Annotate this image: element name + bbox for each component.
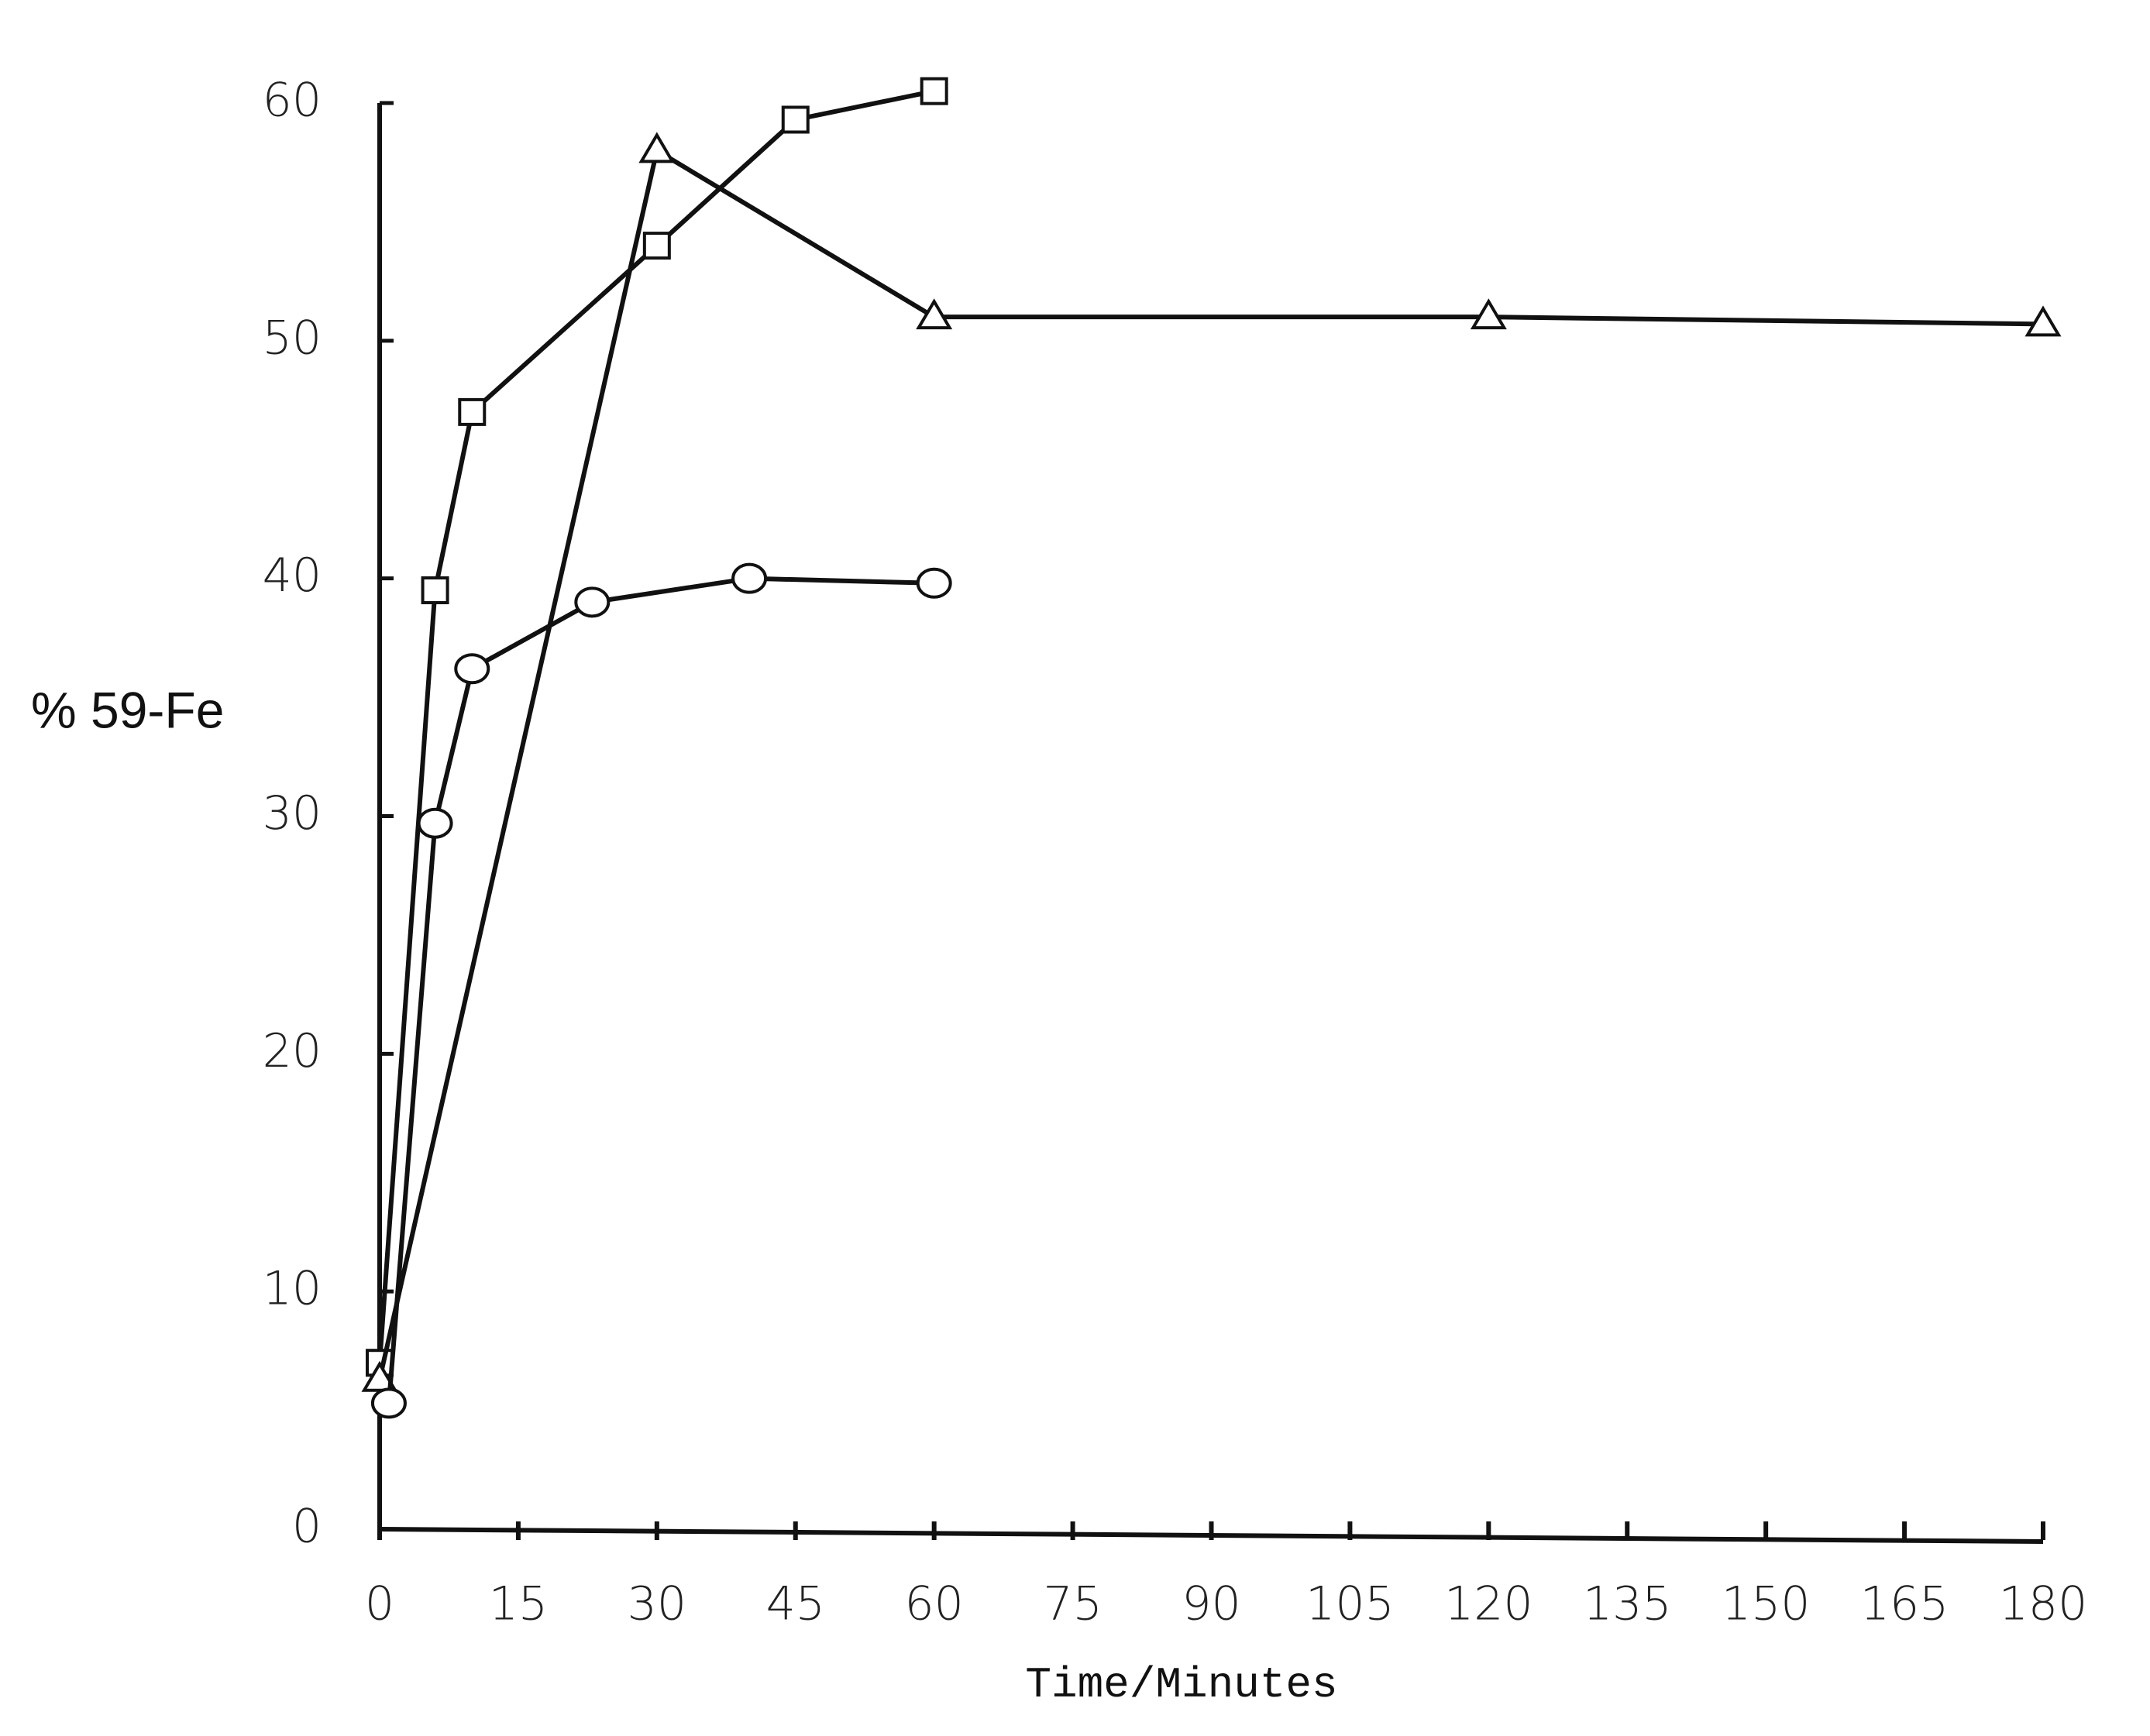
y-tick-label: 30 [263, 786, 322, 840]
triangle-marker [916, 298, 953, 330]
x-tick-label: 150 [1722, 1577, 1811, 1631]
x-tick-label: 135 [1583, 1577, 1672, 1631]
triangle-marker [1470, 298, 1507, 330]
square-marker [458, 397, 487, 426]
x-tick-label: 165 [1860, 1577, 1949, 1631]
y-tick-label: 20 [263, 1024, 322, 1078]
square-marker [421, 576, 449, 605]
circle-marker [916, 567, 952, 599]
x-tick-label: 90 [1182, 1577, 1240, 1631]
triangle-marker [2024, 305, 2062, 337]
x-tick-label: 75 [1043, 1577, 1102, 1631]
square-marker [781, 105, 810, 134]
y-axis-label: % 59-Fe [31, 681, 224, 738]
y-tick-label: 0 [292, 1500, 322, 1554]
circle-marker [731, 562, 768, 594]
circle-marker [574, 586, 611, 618]
circle-marker [370, 1387, 407, 1419]
x-tick-label: 60 [904, 1577, 963, 1631]
series-line [386, 576, 934, 1404]
x-tick-label: 180 [1999, 1577, 2088, 1631]
y-tick-label: 40 [263, 548, 322, 603]
x-tick-label: 120 [1444, 1577, 1533, 1631]
square-marker [920, 77, 948, 105]
y-tick-label: 50 [263, 311, 322, 365]
triangle-marker [638, 132, 676, 163]
square-marker [642, 232, 671, 260]
x-tick-label: 0 [365, 1577, 394, 1631]
circle-marker [454, 653, 490, 685]
x-tick-label: 30 [628, 1577, 686, 1631]
x-tick-label: 45 [766, 1577, 825, 1631]
x-tick-label: 105 [1305, 1577, 1395, 1631]
circle-marker [417, 807, 453, 839]
series-line [377, 88, 935, 1363]
y-tick-label: 60 [263, 74, 322, 128]
x-axis-label: Time/Minutes [1025, 1660, 1337, 1710]
y-tick-label: 10 [263, 1262, 322, 1316]
x-tick-label: 15 [489, 1577, 548, 1631]
